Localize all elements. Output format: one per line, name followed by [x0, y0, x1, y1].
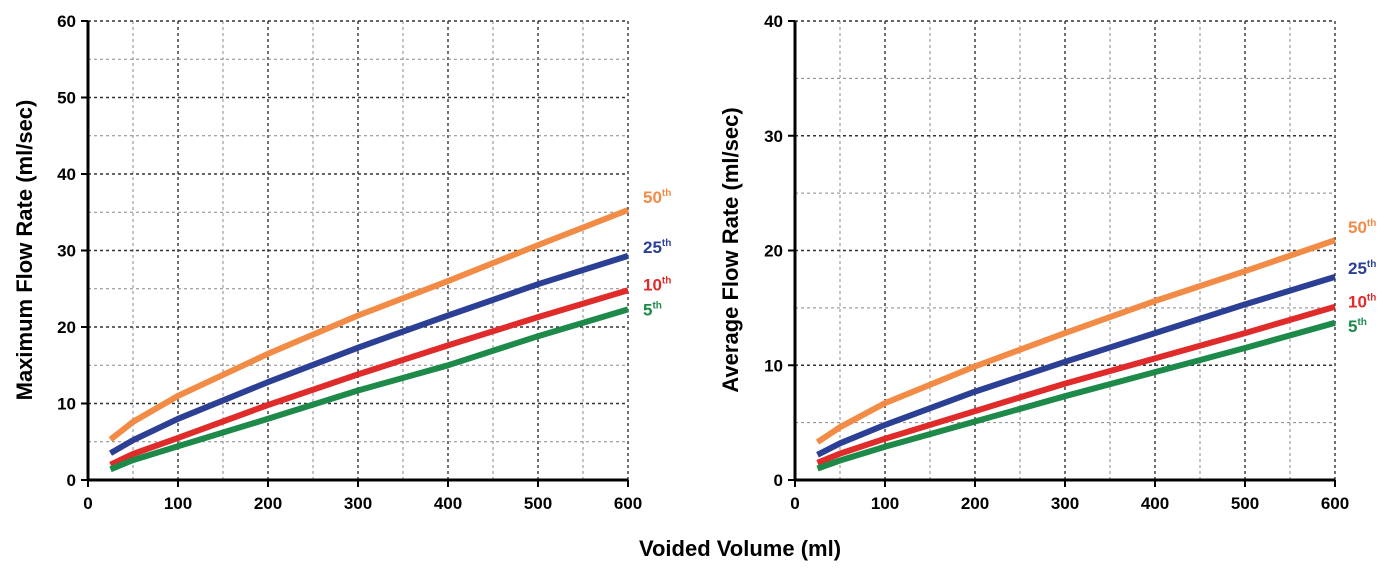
percentile-label-50th: 50th	[1348, 218, 1376, 237]
x-tick-label: 400	[434, 494, 462, 513]
percentile-label-10th: 10th	[643, 275, 671, 294]
series-line-10th	[816, 303, 1336, 466]
grid	[795, 20, 1336, 480]
y-tick-label: 0	[774, 471, 783, 490]
x-tick-label: 300	[344, 494, 372, 513]
y-tick-label: 30	[764, 127, 783, 146]
y-tick-label: 40	[57, 165, 76, 184]
series-line-10th	[109, 287, 629, 468]
y-tick-label: 60	[57, 12, 76, 31]
y-tick-label: 40	[764, 12, 783, 31]
percentile-label-25th: 25th	[1348, 259, 1376, 278]
percentile-label-10th: 10th	[1348, 293, 1376, 312]
y-tick-label: 10	[57, 395, 76, 414]
x-tick-label: 600	[614, 494, 642, 513]
y-axis-label: Average Flow Rate (ml/sec)	[718, 107, 743, 392]
grid	[88, 20, 629, 480]
percentile-label-5th: 5th	[643, 300, 662, 319]
x-tick-label: 100	[871, 494, 899, 513]
percentile-label-5th: 5th	[1348, 317, 1367, 336]
y-tick-label: 10	[764, 356, 783, 375]
y-tick-label: 20	[57, 318, 76, 337]
x-tick-label: 600	[1321, 494, 1349, 513]
y-axis-label: Maximum Flow Rate (ml/sec)	[12, 100, 37, 401]
y-tick-label: 0	[67, 471, 76, 490]
series-line-25th	[108, 253, 629, 456]
x-tick-label: 200	[961, 494, 989, 513]
percentile-label-50th: 50th	[643, 188, 671, 207]
y-tick-label: 20	[764, 242, 783, 261]
x-tick-label: 500	[1231, 494, 1259, 513]
series-line-25th	[816, 274, 1336, 458]
x-tick-label: 400	[1141, 494, 1169, 513]
x-tick-label: 300	[1051, 494, 1079, 513]
x-tick-label: 0	[83, 494, 92, 513]
series-line-50th	[815, 237, 1336, 445]
shared-x-axis-label: Voided Volume (ml)	[639, 536, 841, 561]
x-tick-label: 500	[524, 494, 552, 513]
x-tick-label: 0	[790, 494, 799, 513]
x-tick-label: 100	[164, 494, 192, 513]
y-tick-label: 30	[57, 242, 76, 261]
series-line-5th	[816, 319, 1336, 472]
percentile-label-25th: 25th	[643, 238, 671, 257]
series-line-50th	[108, 207, 630, 442]
x-tick-label: 200	[254, 494, 282, 513]
series-line-5th	[109, 306, 629, 473]
y-tick-label: 50	[57, 89, 76, 108]
